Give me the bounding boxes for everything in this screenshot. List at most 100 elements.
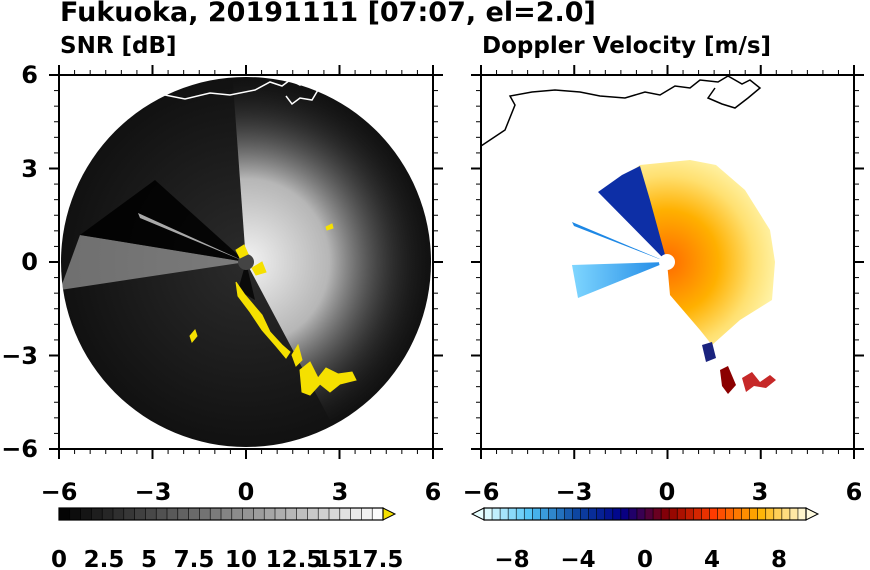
velocity-colorbar-swatch — [556, 508, 565, 520]
snr-colorbar-swatch — [318, 508, 330, 520]
snr-y-tick-label: 6 — [21, 61, 38, 89]
velocity-colorbar-swatch — [693, 508, 702, 520]
velocity-coastline — [480, 75, 762, 147]
velocity-colorbar-frame — [483, 507, 807, 521]
snr-x-tick-label: 3 — [332, 478, 349, 506]
snr-colorbar — [58, 507, 397, 521]
velocity-colorbar-swatch — [524, 508, 533, 520]
snr-y-tick-labels: 6 3 0 −3 −6 — [1, 61, 38, 463]
snr-x-tick-labels: −6 −3 0 3 6 — [41, 478, 442, 506]
snr-x-tick-label: −3 — [135, 478, 172, 506]
snr-colorbar-swatch — [177, 508, 189, 520]
axis-ticks — [49, 65, 864, 459]
velocity-x-tick-label: −6 — [463, 478, 500, 506]
snr-colorbar-label: 17.5 — [347, 547, 404, 570]
snr-colorbar-swatch — [372, 508, 384, 520]
snr-echo-field — [61, 77, 431, 420]
velocity-panel-title: Doppler Velocity [m/s] — [482, 33, 772, 59]
snr-colorbar-swatch — [339, 508, 351, 520]
snr-colorbar-swatch — [329, 508, 341, 520]
velocity-colorbar-label: −4 — [560, 547, 595, 570]
snr-colorbar-extend-arrow — [382, 507, 397, 521]
velocity-colorbar-label: 4 — [704, 547, 720, 570]
snr-y-tick-label: −3 — [1, 342, 38, 370]
snr-colorbar-swatch — [188, 508, 200, 520]
velocity-colorbar-swatch — [661, 508, 670, 520]
snr-colorbar-swatch — [134, 508, 146, 520]
velocity-x-tick-label: 6 — [846, 478, 863, 506]
snr-colorbar-swatch — [275, 508, 287, 520]
velocity-colorbar-swatch — [701, 508, 710, 520]
velocity-colorbar-swatch — [620, 508, 630, 520]
velocity-colorbar-swatch — [540, 508, 549, 520]
velocity-colorbar-swatch — [789, 508, 799, 520]
velocity-x-tick-label: −3 — [556, 478, 593, 506]
velocity-colorbar-swatch — [669, 508, 678, 520]
snr-coastline — [164, 79, 319, 106]
snr-colorbar-swatch — [307, 508, 319, 520]
snr-colorbar-frame — [58, 507, 384, 521]
snr-colorbar-labels: 0 2.5 5 7.5 10 12.5 15 17.5 — [51, 547, 403, 570]
velocity-colorbar-swatch — [645, 508, 654, 520]
snr-colorbar-swatch — [145, 508, 157, 520]
velocity-colorbar-label: 8 — [771, 547, 787, 570]
velocity-colorbar-swatch — [508, 508, 517, 520]
velocity-colorbar-swatch — [741, 508, 751, 520]
velocity-colorbar-swatch — [636, 508, 646, 520]
snr-colorbar-swatch — [285, 508, 297, 520]
snr-colorbar-label: 7.5 — [174, 547, 215, 570]
velocity-colorbar-swatch — [757, 508, 767, 520]
snr-colorbar-swatch — [221, 508, 233, 520]
velocity-colorbar-swatch — [596, 508, 606, 520]
snr-plot-area — [61, 77, 431, 447]
velocity-colorbar-swatch — [532, 508, 541, 520]
snr-colorbar-label: 5 — [141, 547, 157, 570]
velocity-colorbar-swatch — [749, 508, 759, 520]
snr-y-tick-label: 3 — [21, 155, 38, 183]
snr-colorbar-swatch — [242, 508, 254, 520]
snr-colorbar-swatch — [167, 508, 179, 520]
velocity-colorbar-swatch — [733, 508, 742, 520]
snr-colorbar-swatch — [123, 508, 135, 520]
snr-x-tick-label: −6 — [41, 478, 78, 506]
velocity-radar-center — [659, 254, 675, 270]
velocity-colorbar-swatch — [572, 508, 581, 520]
velocity-colorbar-extend-arrow-low — [470, 507, 485, 521]
velocity-plot-area — [480, 75, 776, 394]
velocity-x-tick-label: 0 — [659, 478, 676, 506]
velocity-x-tick-labels: −6 −3 0 3 6 — [463, 478, 863, 506]
velocity-approach-field — [598, 166, 667, 262]
snr-colorbar-label: 0 — [51, 547, 67, 570]
radar-center — [238, 254, 254, 270]
snr-y-tick-label: 0 — [21, 248, 38, 276]
velocity-colorbar-swatch — [548, 508, 557, 520]
velocity-colorbar-swatch — [709, 508, 718, 520]
velocity-colorbar-swatch — [612, 508, 622, 520]
velocity-colorbar-swatch — [725, 508, 734, 520]
velocity-colorbar-swatch — [516, 508, 525, 520]
velocity-cold-wedge — [572, 262, 667, 298]
snr-colorbar-swatch — [361, 508, 373, 520]
velocity-colorbar-swatch — [500, 508, 509, 520]
snr-colorbar-swatch — [199, 508, 211, 520]
figure-title: Fukuoka, 20191111 [07:07, el=2.0] — [60, 0, 596, 28]
velocity-colorbar-extend-arrow-high — [805, 507, 820, 521]
velocity-colorbar — [470, 507, 820, 521]
snr-high-echo — [189, 223, 357, 396]
snr-colorbar-swatch — [156, 508, 168, 520]
velocity-colorbar-swatch — [604, 508, 614, 520]
snr-colorbar-label: 10 — [225, 547, 257, 570]
velocity-colorbar-swatch — [492, 508, 501, 520]
snr-colorbar-swatch — [210, 508, 222, 520]
snr-y-tick-label: −6 — [1, 435, 38, 463]
snr-colorbar-swatch — [350, 508, 362, 520]
velocity-colorbar-swatch — [765, 508, 775, 520]
velocity-colorbar-swatch — [653, 508, 662, 520]
velocity-colorbar-swatch — [717, 508, 726, 520]
snr-x-tick-label: 6 — [425, 478, 442, 506]
velocity-colorbar-swatch — [685, 508, 694, 520]
snr-panel-title: SNR [dB] — [60, 33, 177, 59]
snr-colorbar-swatch — [231, 508, 243, 520]
velocity-colorbar-swatch — [564, 508, 573, 520]
